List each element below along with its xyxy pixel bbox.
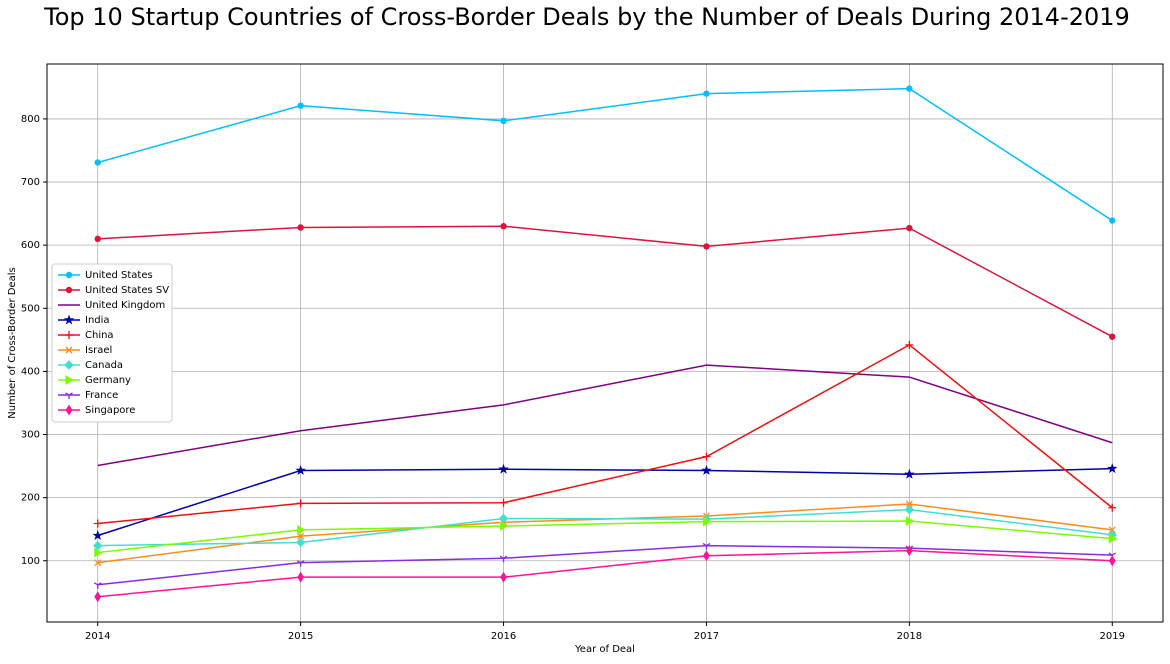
marker (703, 550, 710, 562)
marker (93, 519, 102, 528)
series-line (97, 364, 1113, 467)
marker (702, 543, 711, 550)
marker (297, 524, 306, 535)
x-tick-label: 2017 (694, 631, 719, 642)
marker (93, 540, 103, 551)
marker (65, 271, 73, 279)
marker (93, 582, 102, 589)
y-tick-label: 200 (21, 493, 40, 504)
x-tick-label: 2018 (897, 631, 922, 642)
y-axis-label: Number of Cross-Border Deals (7, 267, 18, 419)
y-tick-label: 700 (21, 177, 40, 188)
x-tick-label: 2019 (1100, 631, 1125, 642)
legend-label: India (85, 315, 110, 326)
legend-label: China (85, 330, 114, 341)
marker (297, 571, 305, 583)
marker (702, 452, 711, 461)
marker (296, 499, 305, 508)
marker (500, 117, 507, 125)
legend-label: United States (85, 270, 153, 281)
legend: United States United States SV United King… (51, 263, 173, 423)
marker (499, 498, 508, 507)
marker (1108, 503, 1117, 512)
legend-label: Israel (85, 345, 112, 356)
marker (1109, 333, 1116, 340)
marker (500, 521, 509, 531)
x-tick-label: 2014 (85, 631, 110, 642)
marker (905, 545, 913, 557)
marker (702, 516, 712, 527)
chart-title: Top 10 Startup Countries of Cross-Border… (43, 3, 1130, 31)
marker (297, 224, 304, 231)
marker (498, 463, 509, 474)
marker (906, 224, 913, 232)
marker (92, 529, 103, 540)
marker (906, 85, 913, 92)
marker (1107, 463, 1118, 474)
legend-label: United States SV (85, 285, 169, 296)
y-tick-label: 300 (21, 430, 40, 441)
marker (94, 235, 101, 243)
marker (703, 90, 710, 97)
marker (500, 571, 507, 583)
legend-label: Germany (85, 375, 131, 386)
x-tick-label: 2015 (288, 631, 313, 642)
marker (65, 392, 73, 399)
y-tick-label: 100 (21, 556, 40, 567)
y-tick-label: 500 (21, 303, 40, 314)
marker (904, 504, 915, 515)
plot-frame (46, 63, 1164, 623)
marker (1109, 217, 1116, 224)
marker (65, 404, 73, 416)
marker (1108, 533, 1118, 544)
marker (1108, 555, 1116, 567)
series-line (97, 343, 1113, 525)
marker (94, 559, 102, 567)
x-axis-label: Year of Deal (574, 644, 635, 655)
x-tick-label: 2016 (491, 631, 516, 642)
y-tick-label: 400 (21, 366, 40, 377)
marker (297, 102, 304, 109)
marker (905, 340, 914, 349)
legend-label: United Kingdom (85, 300, 165, 311)
marker (65, 346, 73, 354)
marker (499, 555, 508, 563)
marker (905, 500, 913, 508)
marker (295, 464, 306, 475)
marker (904, 468, 915, 479)
marker (63, 314, 75, 325)
marker (65, 286, 73, 294)
marker (65, 375, 75, 385)
marker (94, 591, 102, 603)
marker (64, 360, 74, 370)
series-line (97, 520, 1113, 554)
series-line (97, 225, 1113, 338)
marker (297, 532, 305, 540)
series-line (97, 544, 1113, 586)
series-line (97, 508, 1113, 547)
marker (1108, 526, 1116, 534)
marker (94, 159, 101, 166)
marker (701, 464, 712, 475)
marker (498, 513, 509, 524)
marker (94, 547, 103, 558)
marker (703, 243, 710, 250)
y-tick-label: 800 (21, 114, 40, 125)
legend-label: Canada (85, 360, 123, 371)
legend-label: France (85, 390, 118, 401)
series-line (97, 87, 1113, 222)
legend-label: Singapore (85, 405, 135, 416)
y-tick-label: 600 (21, 240, 40, 251)
series-line (97, 549, 1113, 598)
marker (295, 537, 306, 548)
marker (500, 223, 507, 230)
series-line (97, 467, 1113, 537)
marker (296, 560, 305, 567)
marker (905, 516, 915, 526)
legend-frame (51, 263, 173, 423)
marker (65, 331, 73, 339)
